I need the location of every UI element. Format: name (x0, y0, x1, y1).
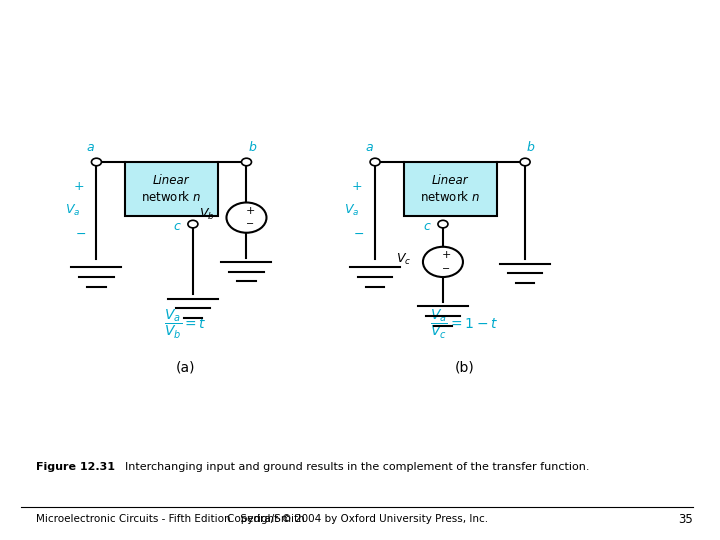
Text: $b$: $b$ (248, 140, 257, 154)
Circle shape (423, 247, 463, 277)
Circle shape (91, 158, 102, 166)
FancyBboxPatch shape (404, 162, 497, 216)
Circle shape (370, 158, 380, 166)
Text: $\dfrac{V_a}{V_b} = t$: $\dfrac{V_a}{V_b} = t$ (164, 307, 207, 341)
Text: Interchanging input and ground results in the complement of the transfer functio: Interchanging input and ground results i… (118, 462, 590, 472)
Circle shape (241, 158, 251, 166)
Circle shape (520, 158, 530, 166)
Circle shape (227, 202, 266, 233)
Text: +: + (73, 180, 84, 193)
Text: $c$: $c$ (173, 220, 181, 233)
Text: network $n$: network $n$ (141, 190, 202, 204)
Text: Copyright © 2004 by Oxford University Press, Inc.: Copyright © 2004 by Oxford University Pr… (227, 515, 487, 524)
Text: −: − (246, 219, 254, 230)
Circle shape (188, 220, 198, 228)
Text: −: − (443, 264, 451, 274)
Text: $V_c$: $V_c$ (396, 252, 411, 267)
Text: $b$: $b$ (526, 140, 536, 154)
Text: (a): (a) (176, 360, 196, 374)
Circle shape (438, 220, 448, 228)
Text: −: − (354, 228, 364, 241)
Text: $V_a$: $V_a$ (66, 203, 81, 218)
Text: $V_b$: $V_b$ (199, 207, 215, 222)
Text: Microelectronic Circuits - Fifth Edition   Sedra/Smith: Microelectronic Circuits - Fifth Edition… (36, 515, 305, 524)
Text: +: + (246, 206, 255, 216)
Text: Linear: Linear (153, 174, 190, 187)
Text: $a$: $a$ (365, 141, 374, 154)
Text: 35: 35 (678, 513, 693, 526)
Text: Figure 12.31: Figure 12.31 (36, 462, 114, 472)
FancyBboxPatch shape (125, 162, 218, 216)
Text: +: + (442, 250, 451, 260)
Text: $a$: $a$ (86, 141, 95, 154)
Text: network $n$: network $n$ (420, 190, 480, 204)
Text: $c$: $c$ (423, 220, 431, 233)
Text: −: − (76, 228, 86, 241)
Text: +: + (352, 180, 363, 193)
Text: $\dfrac{V_a}{V_c} = 1 - t$: $\dfrac{V_a}{V_c} = 1 - t$ (431, 307, 498, 341)
Text: (b): (b) (454, 360, 474, 374)
Text: Linear: Linear (432, 174, 469, 187)
Text: $V_a$: $V_a$ (344, 203, 359, 218)
